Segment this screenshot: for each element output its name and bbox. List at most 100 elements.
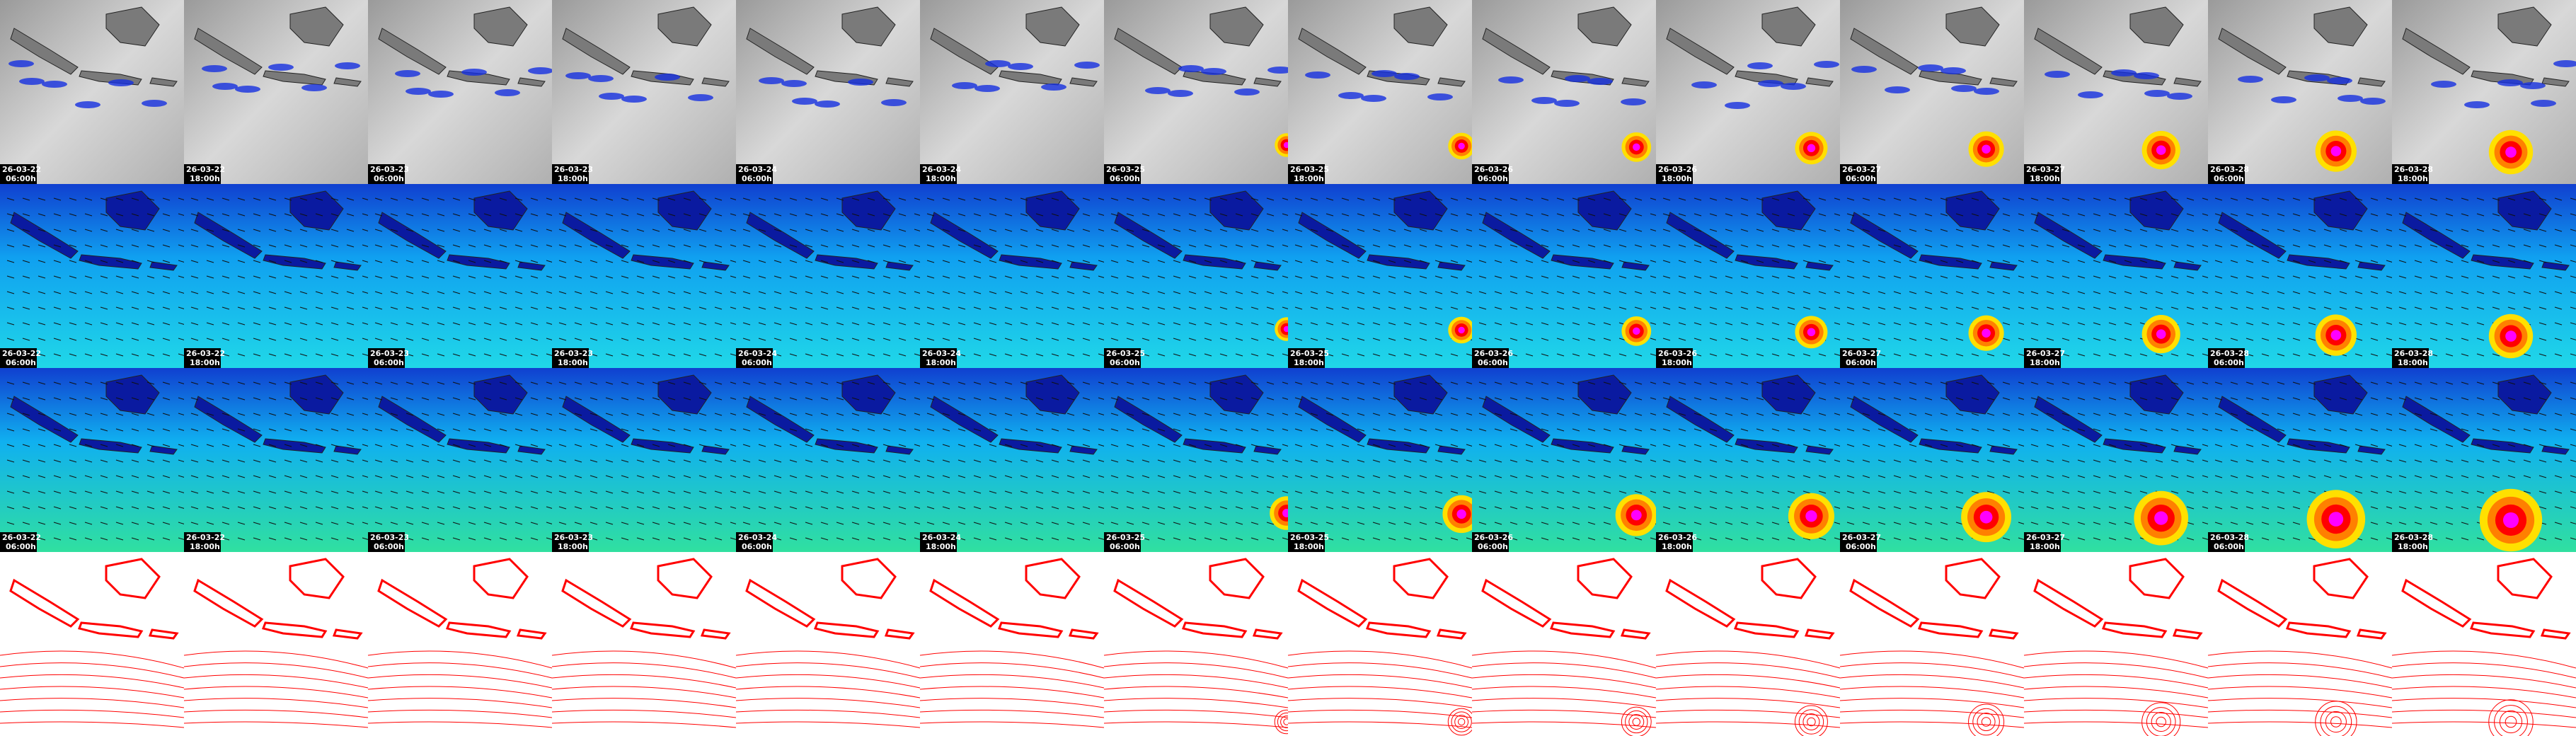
wind-arrow: [2492, 381, 2500, 385]
wind-arrow: [774, 244, 782, 248]
time-label: 18:00h: [190, 542, 220, 551]
wind-arrow: [2230, 291, 2238, 294]
wind-arrow: [1510, 229, 1518, 232]
wind-arrow: [1662, 459, 1671, 463]
wind-arrow: [1787, 428, 1795, 432]
wind-arrow: [2323, 381, 2332, 385]
wind-arrow: [421, 522, 430, 525]
wind-arrow: [146, 475, 155, 478]
wind-arrow: [758, 229, 766, 232]
wind-arrow: [468, 260, 476, 263]
wind-arrow: [867, 260, 875, 263]
wind-arrow: [898, 413, 907, 416]
wind-arrow: [514, 322, 523, 326]
wind-arrow: [2261, 428, 2270, 432]
wind-arrow: [1478, 397, 1487, 401]
wind-arrow: [1403, 522, 1412, 525]
rain-band: [235, 86, 260, 93]
wind-arrow: [38, 537, 46, 541]
wind-arrow: [2538, 306, 2547, 310]
wind-arrow: [162, 197, 171, 201]
wind-arrow: [667, 338, 676, 341]
wind-arrow: [926, 260, 935, 263]
isobar: [2391, 650, 2576, 669]
wind-arrow: [2570, 213, 2576, 216]
date-label: 26-03-26: [1474, 533, 1513, 542]
wind-arrow: [1388, 506, 1396, 510]
rain-band: [406, 88, 431, 95]
wind-arrow: [2461, 381, 2469, 385]
wind-arrow: [1556, 338, 1565, 341]
wind-arrow: [1020, 459, 1028, 463]
wind-arrow: [1173, 229, 1181, 232]
wind-arrow: [652, 397, 660, 401]
wind-arrow: [2476, 197, 2485, 201]
wind-arrow: [1035, 522, 1044, 525]
wind-arrow: [558, 522, 567, 525]
wind-arrow: [1419, 522, 1427, 525]
wind-arrow: [926, 522, 935, 525]
wind-arrow: [605, 475, 614, 478]
wind-arrow: [1709, 397, 1718, 401]
wind-arrow: [1051, 260, 1059, 263]
wind-arrow: [1862, 444, 1870, 447]
cyclone: [1802, 713, 1820, 730]
wind-arrow: [2077, 397, 2086, 401]
wind-arrow: [1709, 213, 1718, 217]
rain-band: [815, 100, 840, 108]
wind-arrow: [2214, 275, 2223, 279]
wind-arrow: [1634, 197, 1643, 201]
wind-arrow: [2093, 381, 2101, 385]
wind-arrow: [1266, 428, 1275, 432]
wind-arrow: [1556, 506, 1565, 510]
wind-arrow: [483, 275, 492, 279]
wind-arrow: [1771, 537, 1780, 541]
wind-arrow: [2030, 475, 2039, 478]
wind-arrow: [1924, 397, 1933, 401]
wind-arrow: [605, 381, 614, 385]
wind-arrow: [989, 381, 997, 385]
wind-arrow: [882, 244, 891, 248]
wind-arrow: [636, 428, 645, 432]
wind-arrow: [1110, 522, 1119, 525]
wind-arrow: [1678, 291, 1686, 294]
wind-arrow: [1603, 322, 1611, 326]
wind-arrow: [2445, 306, 2454, 310]
wind-arrow: [1662, 260, 1671, 263]
wind-arrow: [2030, 213, 2039, 217]
wind-arrow: [2277, 537, 2285, 541]
wind-arrow: [483, 522, 492, 525]
wind-arrow: [652, 444, 660, 447]
wind-arrow: [1219, 475, 1228, 478]
wind-arrow: [742, 338, 751, 341]
land: [1918, 621, 1984, 638]
wind-arrow: [605, 306, 614, 310]
cyclone: [2156, 329, 2166, 339]
wind-arrow: [958, 381, 966, 385]
wind-arrow: [805, 275, 813, 279]
wind-arrow: [1740, 306, 1749, 310]
wind-arrow: [1694, 213, 1702, 217]
wind-arrow: [1403, 444, 1412, 447]
wind-arrow: [69, 506, 77, 510]
wind-arrow: [574, 413, 582, 416]
rain-band: [2553, 60, 2576, 67]
wind-arrow: [22, 291, 30, 294]
wind-arrow: [1004, 413, 1013, 416]
wind-arrow: [758, 306, 766, 310]
wind-arrow: [2398, 260, 2407, 263]
wind-arrow: [1419, 353, 1427, 357]
wind-arrow: [1525, 428, 1534, 432]
wind-arrow: [1388, 397, 1396, 401]
wind-arrow: [100, 353, 108, 357]
wind-arrow: [683, 353, 691, 357]
wind-arrow: [1634, 213, 1643, 217]
wind-arrow: [2077, 197, 2086, 201]
wind-arrow: [1694, 506, 1702, 510]
wind-arrow: [683, 397, 691, 401]
wind-arrow: [284, 353, 292, 357]
wind-arrow: [605, 522, 614, 525]
wind-arrow: [789, 522, 798, 525]
wind-arrow: [190, 197, 199, 201]
